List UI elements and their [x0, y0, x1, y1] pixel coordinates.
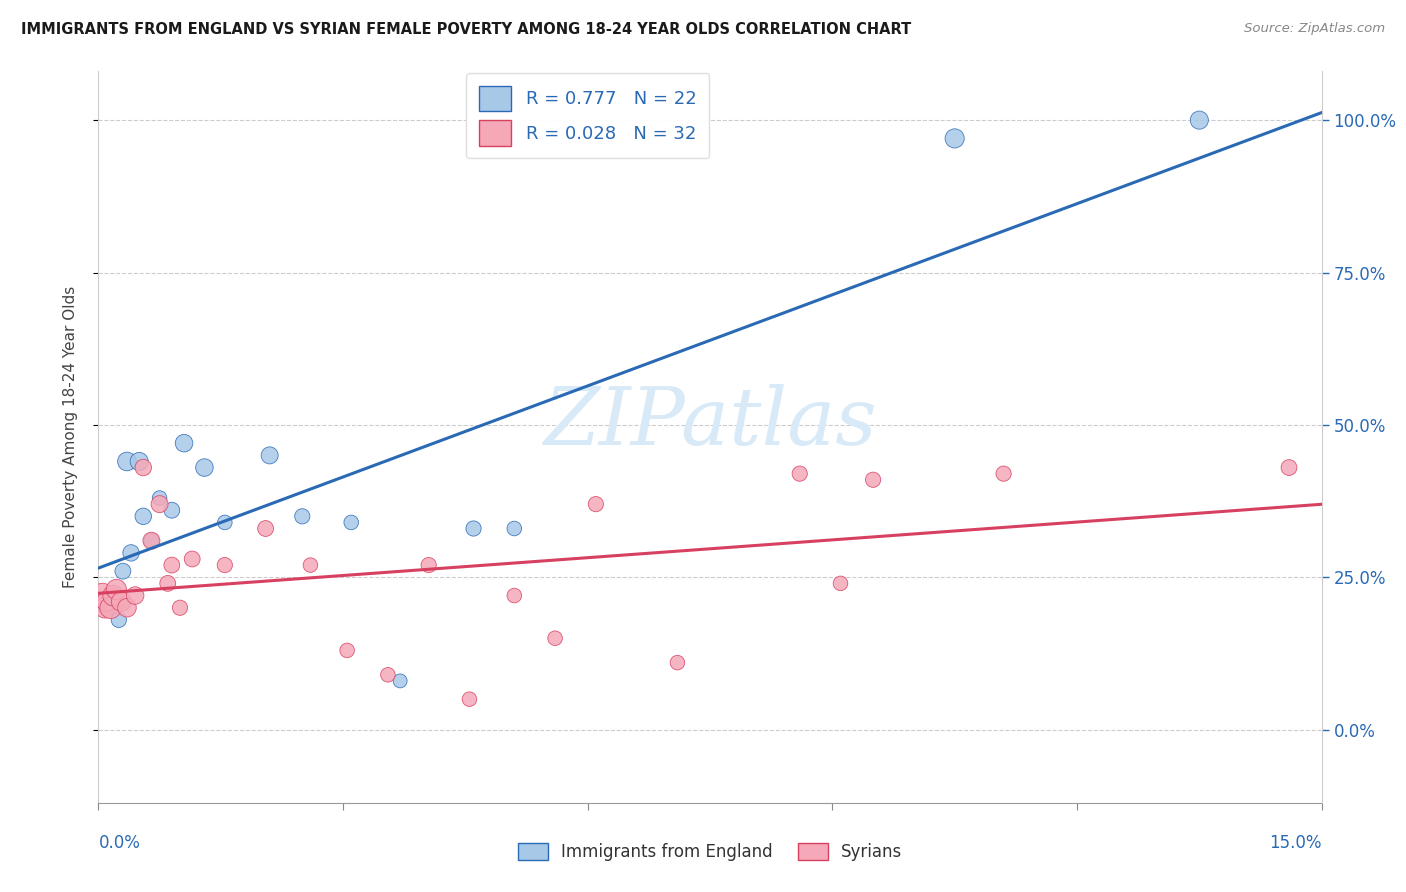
Point	[1278, 460, 1301, 475]
Point	[96, 594, 118, 608]
Point	[110, 594, 132, 608]
Point	[149, 497, 172, 511]
Point	[340, 516, 363, 530]
Point	[1188, 113, 1211, 128]
Legend: Immigrants from England, Syrians: Immigrants from England, Syrians	[512, 836, 908, 868]
Point	[214, 558, 236, 573]
Point	[544, 632, 567, 646]
Point	[132, 460, 155, 475]
Point	[862, 473, 884, 487]
Point	[169, 600, 191, 615]
Y-axis label: Female Poverty Among 18-24 Year Olds: Female Poverty Among 18-24 Year Olds	[63, 286, 77, 588]
Point	[943, 131, 966, 145]
Text: 0.0%: 0.0%	[98, 834, 141, 852]
Point	[128, 454, 150, 468]
Point	[100, 600, 122, 615]
Point	[585, 497, 607, 511]
Point	[96, 600, 118, 615]
Point	[503, 589, 526, 603]
Point	[160, 503, 183, 517]
Point	[254, 521, 277, 535]
Point	[160, 558, 183, 573]
Point	[458, 692, 481, 706]
Point	[389, 673, 412, 688]
Point	[336, 643, 359, 657]
Point	[503, 521, 526, 535]
Point	[94, 600, 117, 615]
Point	[124, 589, 146, 603]
Point	[156, 576, 179, 591]
Point	[789, 467, 811, 481]
Point	[299, 558, 322, 573]
Point	[418, 558, 440, 573]
Text: ZIPatlas: ZIPatlas	[543, 384, 877, 461]
Point	[149, 491, 172, 505]
Point	[132, 509, 155, 524]
Point	[259, 449, 281, 463]
Point	[193, 460, 215, 475]
Point	[463, 521, 485, 535]
Point	[115, 600, 138, 615]
Point	[115, 454, 138, 468]
Point	[291, 509, 314, 524]
Text: 15.0%: 15.0%	[1270, 834, 1322, 852]
Point	[91, 589, 114, 603]
Text: IMMIGRANTS FROM ENGLAND VS SYRIAN FEMALE POVERTY AMONG 18-24 YEAR OLDS CORRELATI: IMMIGRANTS FROM ENGLAND VS SYRIAN FEMALE…	[21, 22, 911, 37]
Point	[141, 533, 163, 548]
Point	[377, 667, 399, 681]
Text: Source: ZipAtlas.com: Source: ZipAtlas.com	[1244, 22, 1385, 36]
Point	[104, 589, 127, 603]
Point	[173, 436, 195, 450]
Point	[111, 564, 134, 578]
Point	[101, 589, 124, 603]
Point	[993, 467, 1015, 481]
Point	[666, 656, 689, 670]
Point	[105, 582, 128, 597]
Point	[141, 533, 163, 548]
Point	[120, 546, 142, 560]
Point	[214, 516, 236, 530]
Point	[181, 552, 204, 566]
Point	[830, 576, 852, 591]
Point	[108, 613, 131, 627]
